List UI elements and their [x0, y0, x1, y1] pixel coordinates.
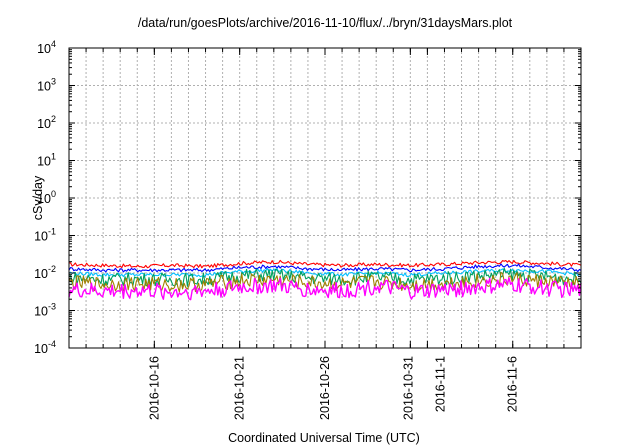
y-axis-label: cSv/day [31, 175, 45, 220]
y-tick-exponent: -1 [48, 227, 56, 237]
y-tick-exponent: -4 [48, 339, 56, 349]
x-tick-label: 2016-10-21 [233, 356, 247, 420]
y-tick-exponent: -3 [48, 302, 56, 312]
y-tick-exponent: 3 [51, 77, 56, 87]
y-tick-exponent: 1 [51, 152, 56, 162]
series-layer [68, 259, 582, 301]
y-tick-label: 102 [37, 114, 56, 131]
y-tick-label: 103 [37, 77, 56, 94]
series-line [68, 277, 582, 301]
series-line [68, 267, 582, 287]
series-line [68, 259, 582, 269]
y-tick-exponent: -2 [48, 264, 56, 274]
grid-layer [69, 48, 581, 348]
series-line [68, 271, 582, 293]
ticks-layer: 10410310210110010-110-210-310-42016-10-1… [34, 39, 581, 420]
x-tick-label: 2016-10-16 [147, 356, 161, 420]
series-line [68, 263, 582, 273]
y-tick-exponent: 4 [51, 39, 56, 49]
y-tick-exponent: 0 [51, 189, 56, 199]
x-tick-label: 2016-11-6 [506, 356, 520, 412]
y-tick-label: 104 [37, 39, 56, 56]
x-tick-label: 2016-11-1 [433, 356, 447, 412]
y-tick-label: 10-1 [34, 227, 56, 244]
y-tick-exponent: 2 [51, 114, 56, 124]
x-tick-label: 2016-10-26 [318, 356, 332, 420]
y-tick-label: 10-3 [34, 302, 56, 319]
y-tick-label: 10-2 [34, 264, 56, 281]
x-axis-label: Coordinated Universal Time (UTC) [228, 431, 420, 445]
x-tick-label: 2016-10-31 [401, 356, 415, 420]
chart-title: /data/run/goesPlots/archive/2016-11-10/f… [138, 16, 513, 30]
y-tick-label: 101 [37, 152, 56, 169]
y-tick-label: 10-4 [34, 339, 56, 356]
